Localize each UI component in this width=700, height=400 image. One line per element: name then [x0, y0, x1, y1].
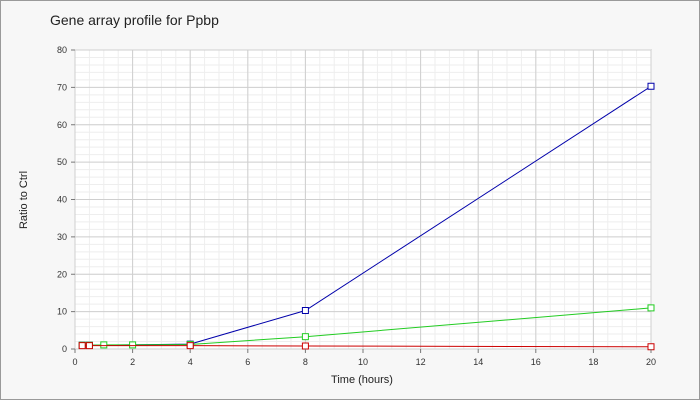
x-tick-label: 2: [130, 357, 135, 367]
plot-area: [74, 49, 655, 351]
data-point-marker: [301, 333, 309, 341]
x-tick-label: 0: [72, 357, 77, 367]
x-tick-label: 6: [245, 357, 250, 367]
y-tick-label: 30: [57, 232, 67, 242]
x-tick-label: 20: [646, 357, 656, 367]
x-tick-label: 12: [416, 357, 426, 367]
y-tick-label: 40: [57, 195, 67, 205]
x-tick-label: 10: [358, 357, 368, 367]
major-gridlines: [74, 49, 652, 350]
x-tick-label: 14: [473, 357, 483, 367]
x-axis-title: Time (hours): [331, 374, 393, 386]
x-tick-label: 18: [588, 357, 598, 367]
x-tick-label: 16: [531, 357, 541, 367]
y-tick-label: 70: [57, 82, 67, 92]
data-point-marker: [100, 341, 108, 349]
y-axis: 0 10 20 30 40 50 60 70 80: [57, 45, 75, 354]
series-layer: [78, 82, 655, 351]
x-tick-label: 8: [303, 357, 308, 367]
data-point-marker: [647, 82, 655, 90]
y-axis-title: Ratio to Ctrl: [18, 171, 30, 229]
data-point-marker: [129, 341, 137, 349]
data-point-marker: [647, 304, 655, 312]
data-point-marker: [647, 343, 655, 351]
chart-title: Gene array profile for Ppbp: [50, 12, 219, 28]
data-point-marker: [78, 342, 86, 350]
y-tick-label: 60: [57, 120, 67, 130]
data-point-marker: [85, 342, 93, 350]
x-axis: 0 2 4 6 8 10 12 14 16 18 20: [72, 349, 656, 367]
y-tick-label: 0: [62, 344, 67, 354]
y-tick-label: 20: [57, 269, 67, 279]
y-tick-label: 50: [57, 157, 67, 167]
data-point-marker: [301, 342, 309, 350]
data-point-marker: [301, 307, 309, 315]
x-tick-label: 4: [188, 357, 193, 367]
data-point-marker: [186, 342, 194, 350]
y-tick-label: 80: [57, 45, 67, 55]
series-3: [78, 342, 655, 351]
y-tick-label: 10: [57, 307, 67, 317]
